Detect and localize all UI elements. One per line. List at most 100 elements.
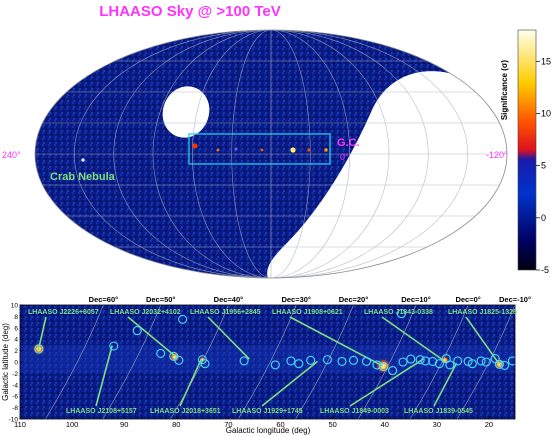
sky-map-border — [34, 29, 508, 279]
colorbar-tick-label: 5 — [541, 161, 546, 171]
source-label: LHAASO J1839-0545 — [404, 408, 473, 415]
y-tick-label: 10 — [11, 303, 19, 310]
source-circle — [428, 356, 438, 366]
source-circle — [337, 356, 347, 366]
gc-label: G.C. — [337, 137, 360, 149]
colorbar-tick-label: -5 — [541, 265, 549, 275]
source-circle — [467, 359, 477, 369]
x-tick-label: 110 — [14, 420, 26, 429]
source-label: LHAASO J1908+0621 — [272, 309, 343, 316]
source-label: LHAASO J1843-0338 — [364, 309, 433, 316]
source-circle — [406, 354, 416, 364]
source-circle — [398, 357, 408, 367]
dec-label: Dec=10° — [401, 295, 430, 304]
dec-label: Dec=-10° — [499, 295, 531, 304]
lon-label-right: -120° — [486, 150, 508, 160]
source-circle — [156, 348, 166, 358]
source-circle — [239, 356, 249, 366]
dec-labels: Dec=60° Dec=50° Dec=40° Dec=30° Dec=20° Dec=1… — [89, 295, 531, 304]
y-tick-label: 2 — [14, 348, 18, 355]
colorbar-tick-label: 10 — [541, 108, 551, 118]
source-circle — [453, 356, 463, 366]
source-circles — [34, 309, 515, 376]
x-tick-label: 60 — [276, 420, 284, 429]
source-labels: LHAASO J2226+6057 LHAASO J2032+4102 LHAASO… — [28, 309, 517, 415]
sky-map-title: LHAASO Sky @ >100 TeV — [99, 3, 281, 20]
leader-line — [127, 316, 176, 357]
lon-label-left: 240° — [2, 150, 21, 160]
dec-line — [357, 305, 417, 419]
colorbar-ticks: -5 0 5 10 15 — [536, 56, 551, 275]
colorbar-gradient — [517, 29, 537, 271]
colorbar-label: Significance (σ) — [500, 60, 509, 120]
y-tick-label: -8 — [12, 405, 18, 412]
leader-line — [465, 316, 501, 365]
source-circle — [372, 360, 382, 370]
source-label: LHAASO J1956+2845 — [190, 309, 261, 316]
leader-line — [381, 316, 445, 362]
y-tick-label: 4 — [14, 337, 18, 344]
plane-panel: Dec=60° Dec=50° Dec=40° Dec=30° Dec=20° Dec=1… — [1, 295, 531, 435]
crab-label: Crab Nebula — [50, 171, 116, 183]
dec-line — [456, 305, 515, 419]
source-circle — [476, 356, 486, 366]
source-label: LHAASO J2226+6057 — [28, 309, 99, 316]
source-circle — [388, 366, 398, 376]
source-circle — [415, 355, 425, 365]
source-circle — [178, 314, 188, 324]
source-label: LHAASO J2108+5157 — [66, 408, 137, 415]
colorbar-tick-label: 15 — [541, 56, 551, 66]
source-circle — [396, 309, 406, 319]
y-axis-label: Galactic latitude (deg) — [1, 323, 10, 401]
source-circle — [379, 362, 389, 372]
leader-line — [207, 316, 250, 360]
colorbar-tick-label: 0 — [541, 213, 546, 223]
x-tick-label: 100 — [66, 420, 79, 429]
source-circle — [420, 356, 430, 366]
y-tick-label: 6 — [14, 325, 18, 332]
crab-spot — [81, 158, 85, 162]
y-tick-label: -10 — [9, 417, 19, 424]
source-circle — [322, 355, 332, 365]
dec-label: Dec=30° — [281, 295, 310, 304]
source-label: LHAASO J2018+3651 — [150, 408, 221, 415]
x-axis-ticks: 110 100 90 80 70 60 50 40 30 20 — [14, 416, 493, 429]
source-circle — [507, 356, 515, 366]
dec-label: Dec=50° — [146, 295, 175, 304]
source-circle — [348, 355, 359, 365]
dec-label: Dec=0° — [455, 295, 480, 304]
x-tick-label: 30 — [433, 420, 441, 429]
x-axis-label: Galactic longitude (deg) — [226, 426, 311, 435]
source-circle — [174, 355, 184, 365]
y-tick-label: 0 — [14, 360, 18, 367]
sky-map: LHAASO Sky @ >100 TeV G.C. Crab Nebula 2… — [2, 3, 508, 279]
colorbar: -5 0 5 10 15 Significance (σ) — [500, 29, 551, 275]
source-label: LHAASO J2032+4102 — [110, 309, 181, 316]
x-tick-label: 80 — [172, 420, 180, 429]
source-circle — [481, 357, 491, 367]
source-circle — [270, 360, 280, 370]
source-label: LHAASO J1929+1745 — [232, 408, 303, 415]
dec-line — [45, 305, 104, 419]
source-circle — [109, 341, 119, 351]
lon-label-center: 0° — [340, 152, 349, 162]
plane-panel-background — [20, 305, 515, 419]
source-circle — [445, 360, 455, 370]
leader-line — [433, 362, 458, 407]
source-circle — [361, 356, 372, 366]
sky-coverage-region — [35, 30, 470, 278]
dec-line — [102, 305, 161, 419]
source-circle — [306, 355, 316, 365]
graticule — [35, 30, 507, 278]
galactic-plane-box — [188, 133, 331, 165]
leader-line — [261, 360, 319, 407]
leader-line — [349, 358, 424, 407]
source-label: LHAASO J1825-1326 — [448, 309, 517, 316]
sky-hole — [162, 86, 210, 138]
leader-line — [179, 358, 203, 407]
x-tick-label: 70 — [224, 420, 232, 429]
dec-label: Dec=40° — [214, 295, 243, 304]
source-circle — [500, 360, 510, 370]
dec-label: Dec=60° — [89, 295, 118, 304]
